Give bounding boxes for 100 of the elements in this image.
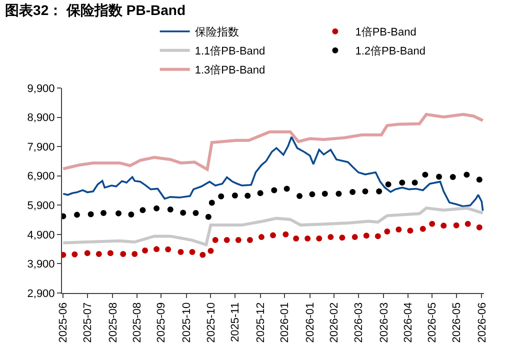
point [328,234,334,240]
point [282,231,289,238]
point [257,190,264,196]
x-tick-label: 2025-11 [230,302,242,342]
point [450,174,456,180]
legend-label: 1倍PB-Band [355,26,416,39]
point [205,214,212,220]
point [339,234,346,241]
point [189,249,196,255]
line-series [62,136,484,212]
point [374,233,381,240]
x-tick-label: 2026-05 [450,302,463,343]
point [336,190,342,197]
point [464,220,471,227]
x-tick-label: 2025-06 [58,302,70,343]
point [140,207,146,214]
point [436,174,442,180]
point [270,232,276,238]
x-tick-label: 2026-01 [304,302,316,343]
point [154,205,160,212]
point [84,250,90,256]
y-tick-label: 2,900 [27,288,55,300]
point [293,236,300,242]
point [154,246,160,252]
point [167,206,174,213]
legend-label: 1.1倍PB-Band [194,44,266,58]
x-tick-label: 2026-06 [476,302,488,343]
y-tick-label: 8,900 [27,112,55,124]
point [420,226,426,232]
x-tick-label: 2025-10 [205,302,218,343]
point [429,220,436,227]
point [244,192,251,199]
y-tick-label: 5,900 [27,200,55,212]
point [208,248,214,254]
line-series [62,112,484,171]
point [396,226,402,232]
x-tick-label: 2026-04 [402,302,414,343]
point [88,211,94,218]
x-tick-label: 2025-08 [132,302,144,343]
point [224,236,230,243]
point [350,188,356,195]
legend-label: 1.3倍PB-Band [194,64,266,77]
x-tick-label: 2025-09 [156,302,168,343]
x-tick-label: 2026-02 [328,302,341,343]
point [212,236,218,243]
point [100,210,107,216]
point [464,172,470,178]
point [440,222,447,229]
point [412,180,418,186]
point [422,172,428,178]
point [362,188,368,194]
chart-title: 图表32： 保险指数 PB-Band [5,2,186,18]
point [208,200,215,206]
legend-label: 1.2倍PB-Band [355,44,426,58]
point [384,228,390,234]
x-tick-label: 2026-05 [426,302,439,343]
point [200,252,206,258]
y-tick-label: 9,900 [27,82,55,95]
point [453,222,460,228]
point [304,236,311,242]
point [352,234,358,240]
point [128,212,134,218]
point [316,236,322,242]
point [296,193,303,200]
point [309,191,316,198]
x-tick-label: 2025-12 [254,302,267,343]
line-series [62,206,484,246]
x-tick-label: 2026-03 [352,302,365,343]
point [407,228,414,234]
point [246,236,253,243]
x-tick-label: 2025-07 [82,302,94,343]
point [96,251,102,258]
point [180,210,186,216]
point [72,251,78,258]
x-tick-label: 2025-10 [181,302,194,343]
x-tick-label: 2026-01 [279,302,292,343]
point [74,212,80,218]
point [107,250,114,256]
point [178,249,184,255]
point [476,176,482,183]
point [476,224,482,230]
point [284,186,290,192]
point [142,248,148,254]
y-tick-label: 6,900 [27,170,55,183]
point [258,234,264,240]
point [376,188,382,194]
point [322,190,328,197]
x-tick-label: 2025-08 [107,302,120,343]
point [218,193,224,200]
y-tick-label: 4,900 [27,229,55,242]
point [116,210,122,216]
legend-label: 保险指数 [194,26,239,39]
point [363,232,370,239]
point [399,180,406,186]
point [132,251,138,258]
point [385,181,392,188]
point [271,187,278,194]
point [120,251,126,258]
y-tick-label: 7,900 [27,141,55,154]
point [235,236,242,243]
